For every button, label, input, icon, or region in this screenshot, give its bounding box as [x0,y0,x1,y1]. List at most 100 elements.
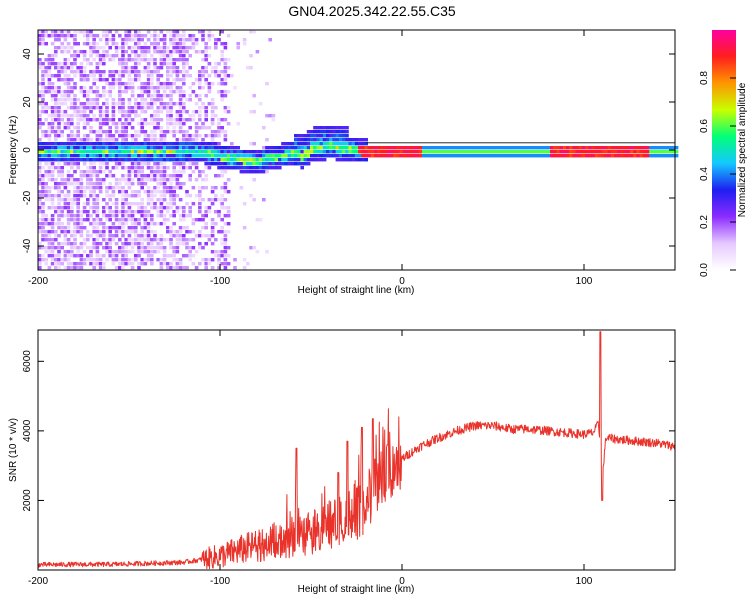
spectrogram-cell [86,178,90,182]
spectrogram-cell [95,178,100,182]
spectrogram-cell [124,118,128,122]
spectrogram-cell [198,114,202,118]
spectrogram-cell [111,174,116,178]
spectrogram-cell [249,142,253,146]
spectrogram-cell [92,46,96,50]
spectrogram-cell [95,186,100,190]
spectrogram-cell [140,158,144,162]
spectrogram-cell [140,54,144,58]
spectrogram-cell [38,30,42,34]
spectrogram-cell [198,94,202,98]
spectrogram-cell [63,182,68,186]
spectrogram-cell [127,30,132,34]
spectrogram-cell [175,210,180,214]
spectrogram-cell [402,150,407,154]
spectrogram-cell [246,166,250,170]
spectrogram-cell [156,166,160,170]
spectrogram-cell [130,214,135,218]
spectrogram-cell [188,214,192,218]
spectrogram-cell [127,54,132,58]
spectrogram-cell [630,146,634,150]
spectrogram-cell [146,230,151,234]
spectrogram-cell [114,126,119,130]
spectrogram-cell [137,266,141,270]
y-tick-label: 2000 [22,489,33,512]
spectrogram-cell [210,82,215,86]
spectrogram-cell [98,46,103,50]
spectrogram-cell [182,74,186,78]
spectrogram-cell [194,38,199,42]
spectrogram-cell [146,62,151,66]
spectrogram-cell [124,202,128,206]
spectrogram-cell [50,122,55,126]
spectrogram-cell [527,154,532,158]
spectrogram-cell [50,178,55,182]
spectrogram-cell [108,38,112,42]
spectrogram-cell [178,42,183,46]
spectrogram-cell [57,102,61,106]
spectrogram-cell [210,162,215,166]
spectrogram-cell [156,46,160,50]
spectrogram-cell [57,74,61,78]
spectrogram-cell [47,70,52,74]
spectrogram-cell [121,174,125,178]
spectrogram-cell [108,146,112,150]
spectrogram-cell [44,174,48,178]
spectrogram-cell [130,94,135,98]
spectrogram-cell [105,110,109,114]
spectrogram-cell [169,206,173,210]
spectrogram-cell [140,162,144,166]
spectrogram-cell [623,146,628,150]
spectrogram-cell [146,202,151,206]
spectrogram-cell [188,238,192,242]
spectrogram-cell [156,142,160,146]
spectrogram-cell [182,134,186,138]
spectrogram-cell [124,110,128,114]
spectrogram-cell [230,142,234,146]
spectrogram-cell [86,202,90,206]
spectrogram-cell [338,158,343,162]
spectrogram-cell [364,150,368,154]
spectrogram-cell [124,82,128,86]
spectrogram-cell [246,262,250,266]
spectrogram-cell [188,250,192,254]
spectrogram-cell [258,102,263,106]
spectrogram-cell [70,98,74,102]
spectrogram-cell [54,246,58,250]
spectrogram-cell [57,190,61,194]
spectrogram-cell [217,134,221,138]
spectrogram-cell [566,154,570,158]
spectrogram-cell [150,142,154,146]
spectrogram-cell [130,210,135,214]
colorbar: 0.00.20.40.60.8 Normalized spectral ampl… [699,30,748,277]
spectrogram-cell [319,146,324,150]
spectrogram-cell [156,242,160,246]
spectrogram-cell [178,266,183,270]
spectrogram-cell [226,206,231,210]
spectrogram-cell [63,98,68,102]
spectrogram-cell [153,230,157,234]
spectrogram-cell [198,82,202,86]
spectrogram-cell [185,98,189,102]
y-tick-label: -20 [22,190,33,205]
spectrogram-cell [159,182,164,186]
spectrogram-cell [127,38,132,42]
spectrogram-cell [108,194,112,198]
spectrogram-cell [95,258,100,262]
spectrogram-cell [198,246,202,250]
spectrogram-cell [82,66,87,70]
spectrogram-cell [249,166,253,170]
spectrogram-cell [108,86,112,90]
spectrogram-cell [495,146,500,150]
spectrogram-cell [66,34,71,38]
spectrogram-cell [223,166,228,170]
spectrogram-cell [86,210,90,214]
spectrogram-cell [111,222,116,226]
spectrogram-cell [89,162,93,166]
spectrogram-cell [86,94,90,98]
spectrogram-cell [146,222,151,226]
spectrogram-cell [207,162,212,166]
spectrogram-cell [146,190,151,194]
spectrogram-cell [530,146,535,150]
spectrogram-cell [306,158,311,162]
